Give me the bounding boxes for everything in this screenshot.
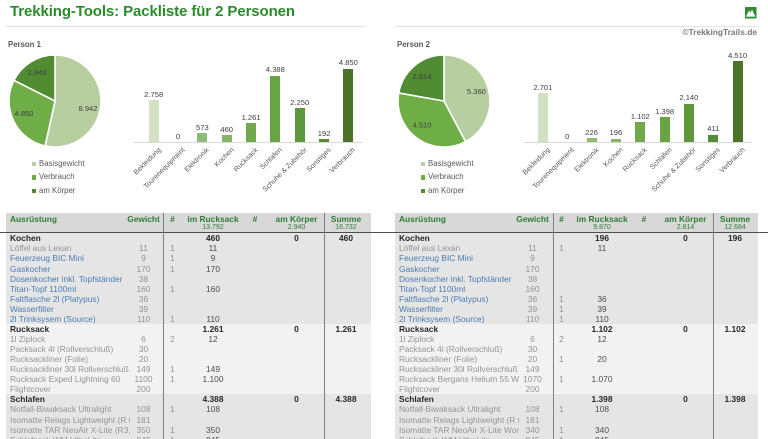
svg-text:4.510: 4.510 [412, 121, 431, 130]
svg-text:5.360: 5.360 [467, 87, 486, 96]
svg-text:2.940: 2.940 [27, 68, 46, 77]
svg-text:4.850: 4.850 [14, 109, 33, 118]
svg-text:8.942: 8.942 [78, 104, 97, 113]
svg-text:2.814: 2.814 [412, 72, 431, 81]
